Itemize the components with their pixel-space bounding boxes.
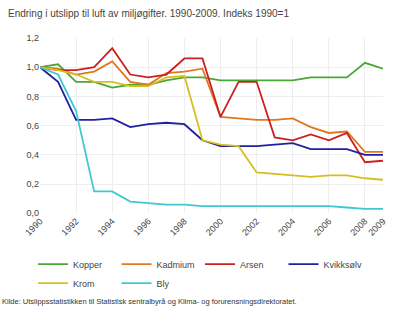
svg-text:Kadmium: Kadmium bbox=[157, 260, 195, 270]
svg-text:1,0: 1,0 bbox=[26, 62, 39, 72]
svg-text:0,8: 0,8 bbox=[26, 92, 39, 102]
svg-text:0,4: 0,4 bbox=[26, 150, 39, 160]
svg-text:1994: 1994 bbox=[96, 216, 117, 237]
svg-text:0,2: 0,2 bbox=[26, 179, 39, 189]
svg-text:2004: 2004 bbox=[276, 216, 297, 237]
svg-text:Kilde: Utslippsstatistikken ti: Kilde: Utslippsstatistikken til Statisti… bbox=[2, 297, 297, 306]
svg-text:2000: 2000 bbox=[204, 216, 225, 237]
svg-text:Krom: Krom bbox=[73, 279, 95, 289]
svg-text:2009: 2009 bbox=[366, 216, 387, 237]
svg-text:2008: 2008 bbox=[348, 216, 369, 237]
svg-text:2002: 2002 bbox=[240, 216, 261, 237]
svg-text:Kvikksølv: Kvikksølv bbox=[324, 260, 362, 270]
svg-text:1996: 1996 bbox=[132, 216, 153, 237]
svg-text:Endring i utslipp til luft av: Endring i utslipp til luft av miljøgifte… bbox=[8, 8, 289, 19]
svg-text:0,6: 0,6 bbox=[26, 121, 39, 131]
svg-text:1,2: 1,2 bbox=[26, 33, 39, 43]
svg-text:Arsen: Arsen bbox=[240, 260, 264, 270]
svg-text:1992: 1992 bbox=[59, 216, 80, 237]
svg-text:0,0: 0,0 bbox=[26, 208, 39, 218]
svg-text:Kopper: Kopper bbox=[73, 260, 102, 270]
svg-text:1990: 1990 bbox=[23, 216, 44, 237]
svg-text:Bly: Bly bbox=[157, 279, 170, 289]
svg-text:2006: 2006 bbox=[312, 216, 333, 237]
svg-text:1998: 1998 bbox=[168, 216, 189, 237]
